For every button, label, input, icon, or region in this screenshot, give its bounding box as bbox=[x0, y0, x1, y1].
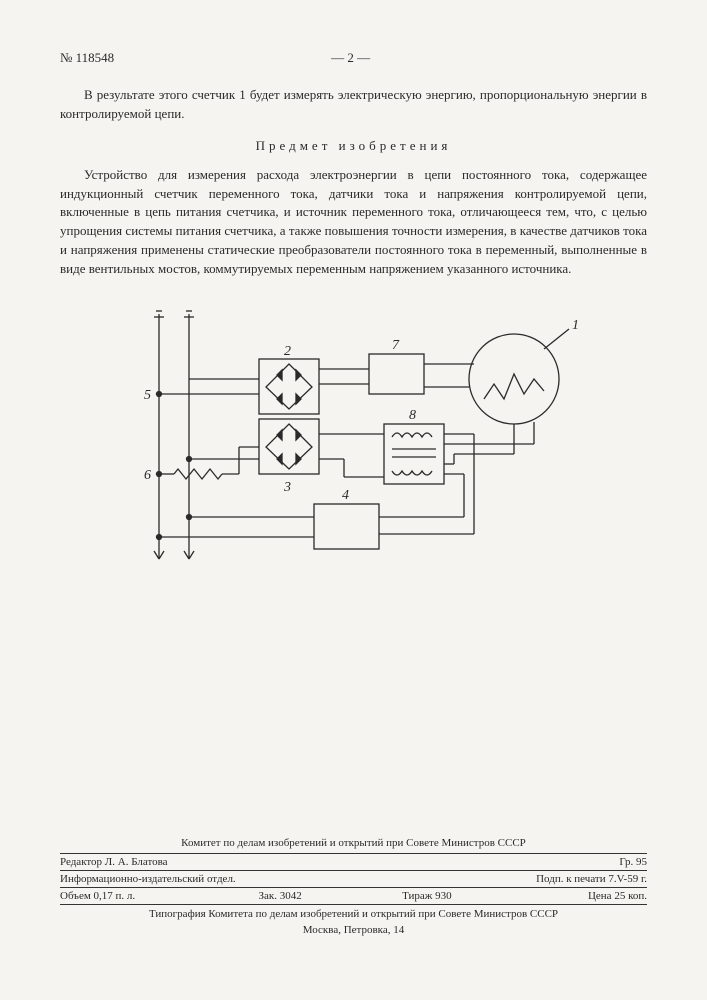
paragraph-claim: Устройство для измерения расхода электро… bbox=[60, 166, 647, 279]
doc-number: № 118548 bbox=[60, 50, 114, 66]
footer-address: Москва, Петровка, 14 bbox=[60, 924, 647, 936]
paragraph-result: В результате этого счетчик 1 будет измер… bbox=[60, 86, 647, 124]
diagram-label-8: 8 bbox=[409, 408, 416, 423]
footer-order: Зак. 3042 bbox=[207, 890, 354, 902]
section-title: Предмет изобретения bbox=[60, 138, 647, 154]
footer-group: Гр. 95 bbox=[354, 856, 648, 868]
circuit-diagram: 1 2 3 4 5 6 7 8 bbox=[114, 299, 594, 579]
diagram-label-3: 3 bbox=[283, 480, 291, 495]
footer-dept: Информационно-издательский отдел. bbox=[60, 873, 354, 885]
footer-editor: Редактор Л. А. Блатова bbox=[60, 856, 354, 868]
diagram-label-1: 1 bbox=[572, 318, 579, 333]
diagram-label-7: 7 bbox=[392, 338, 400, 353]
diagram-label-2: 2 bbox=[284, 344, 291, 359]
page-number: — 2 — bbox=[114, 50, 587, 66]
footer-volume: Объем 0,17 п. л. bbox=[60, 890, 207, 902]
diagram-label-5: 5 bbox=[144, 388, 151, 403]
page-header: № 118548 — 2 — bbox=[60, 50, 647, 66]
footer-committee: Комитет по делам изобретений и открытий … bbox=[60, 837, 647, 849]
footer-print-date: Подп. к печати 7.V-59 г. bbox=[354, 873, 648, 885]
diagram-label-6: 6 bbox=[144, 468, 151, 483]
footer-typography: Типография Комитета по делам изобретений… bbox=[60, 908, 647, 920]
footer-price: Цена 25 коп. bbox=[500, 890, 647, 902]
footer-tirage: Тираж 930 bbox=[354, 890, 501, 902]
diagram-label-4: 4 bbox=[342, 488, 349, 503]
footer: Комитет по делам изобретений и открытий … bbox=[60, 837, 647, 940]
